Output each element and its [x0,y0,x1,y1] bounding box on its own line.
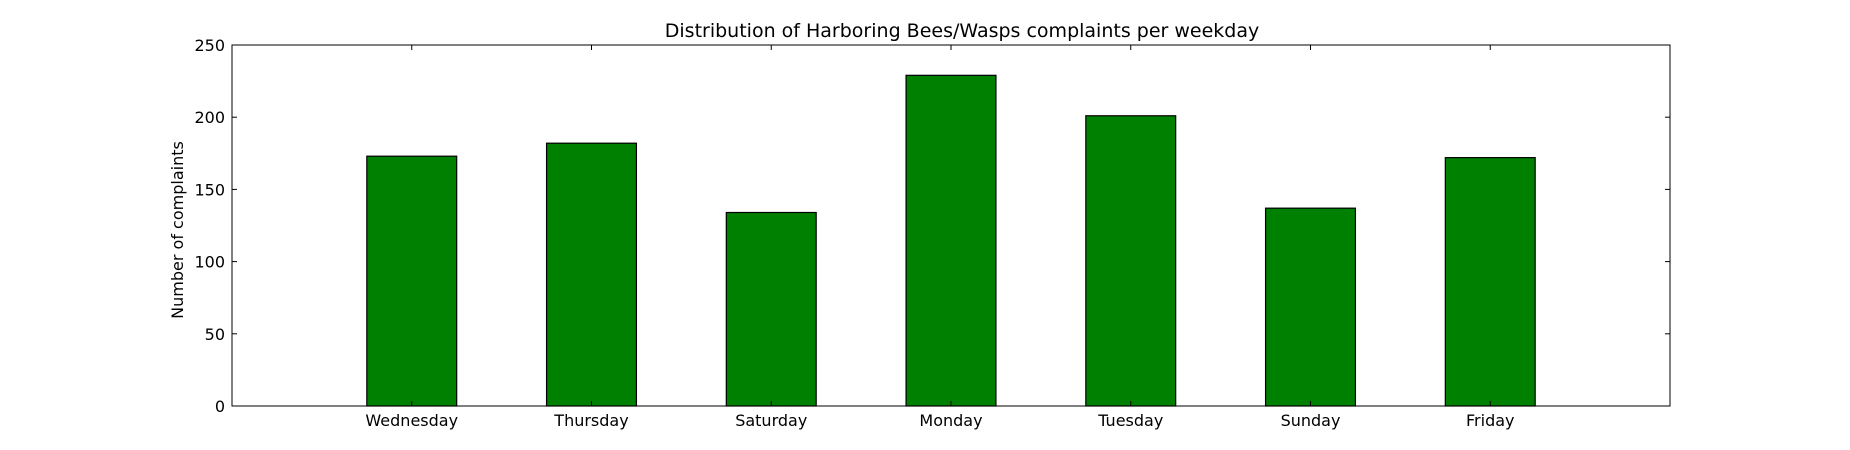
y-tick-label-150: 150 [194,180,225,199]
y-tick-label-50: 50 [205,325,225,344]
bar-tuesday [1085,115,1177,407]
x-tick-label-wednesday: Wednesday [365,411,458,430]
bar-saturday [725,211,817,407]
x-tick-label-saturday: Saturday [735,411,807,430]
ticks-group: Wednesday Thursday Saturday Monday Tuesday Su… [194,36,1670,430]
bar-thursday [545,142,638,407]
x-tick-label-monday: Monday [919,411,982,430]
bar-sunday [1264,207,1357,407]
bar-friday [1444,157,1536,407]
bars-group [366,74,1536,407]
y-tick-label-250: 250 [194,36,225,55]
x-tick-label-friday: Friday [1466,411,1515,430]
y-tick-label-0: 0 [215,397,225,416]
plot-frame [231,44,1671,407]
y-axis-label: Number of complaints [168,141,187,319]
y-tick-label-100: 100 [194,253,225,272]
x-tick-label-tuesday: Tuesday [1097,411,1163,430]
x-tick-label-thursday: Thursday [553,411,628,430]
bar-monday [905,74,997,407]
bar-wednesday [366,155,458,407]
x-tick-label-sunday: Sunday [1281,411,1341,430]
y-tick-label-200: 200 [194,108,225,127]
chart-title: Distribution of Harboring Bees/Wasps com… [665,20,1259,42]
